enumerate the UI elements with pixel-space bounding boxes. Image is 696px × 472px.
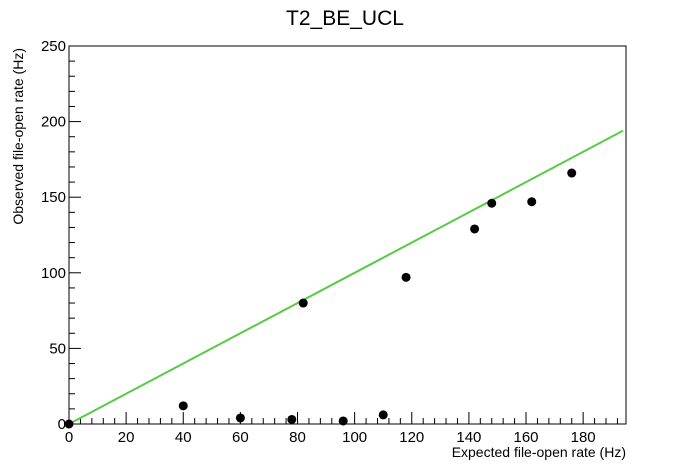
axes: 0 20 40 60 80 100 120 140 160 180 0 50 100 150 200 250: [41, 38, 618, 446]
data-point: [378, 410, 388, 420]
x-tick-label: 140: [456, 429, 481, 446]
y-axis-title: Observed file-open rate (Hz): [10, 48, 26, 225]
data-point: [470, 224, 480, 234]
plot-area-border: [68, 45, 627, 425]
x-tick-label: 20: [118, 429, 135, 446]
fit-line: [68, 129, 624, 425]
x-tick-label: 100: [342, 429, 367, 446]
y-tick-label: 250: [41, 38, 66, 55]
plot-frame: [68, 45, 627, 425]
chart-title: T2_BE_UCL: [286, 7, 404, 30]
x-tick-label: 40: [175, 429, 192, 446]
data-point: [235, 413, 245, 423]
data-point: [178, 401, 188, 411]
x-tick-label: 60: [232, 429, 249, 446]
data-point: [527, 197, 537, 207]
x-tick-label: 120: [399, 429, 424, 446]
data-point: [64, 419, 74, 429]
y-tick-label: 100: [41, 265, 66, 282]
series-layer: [64, 129, 624, 429]
data-point: [487, 198, 497, 208]
data-point: [298, 298, 308, 308]
x-axis-title: Expected file-open rate (Hz): [452, 444, 626, 460]
x-tick-label: 80: [289, 429, 306, 446]
y-tick-label: 50: [49, 340, 66, 357]
data-point: [287, 414, 297, 424]
data-point: [401, 272, 411, 282]
x-tick-label: 0: [65, 429, 73, 446]
y-tick-label: 150: [41, 189, 66, 206]
y-tick-label: 200: [41, 114, 66, 131]
data-point: [338, 416, 348, 426]
data-point: [567, 168, 577, 178]
x-tick-label: 180: [571, 429, 596, 446]
y-tick-label: 0: [58, 416, 66, 433]
x-tick-label: 160: [514, 429, 539, 446]
